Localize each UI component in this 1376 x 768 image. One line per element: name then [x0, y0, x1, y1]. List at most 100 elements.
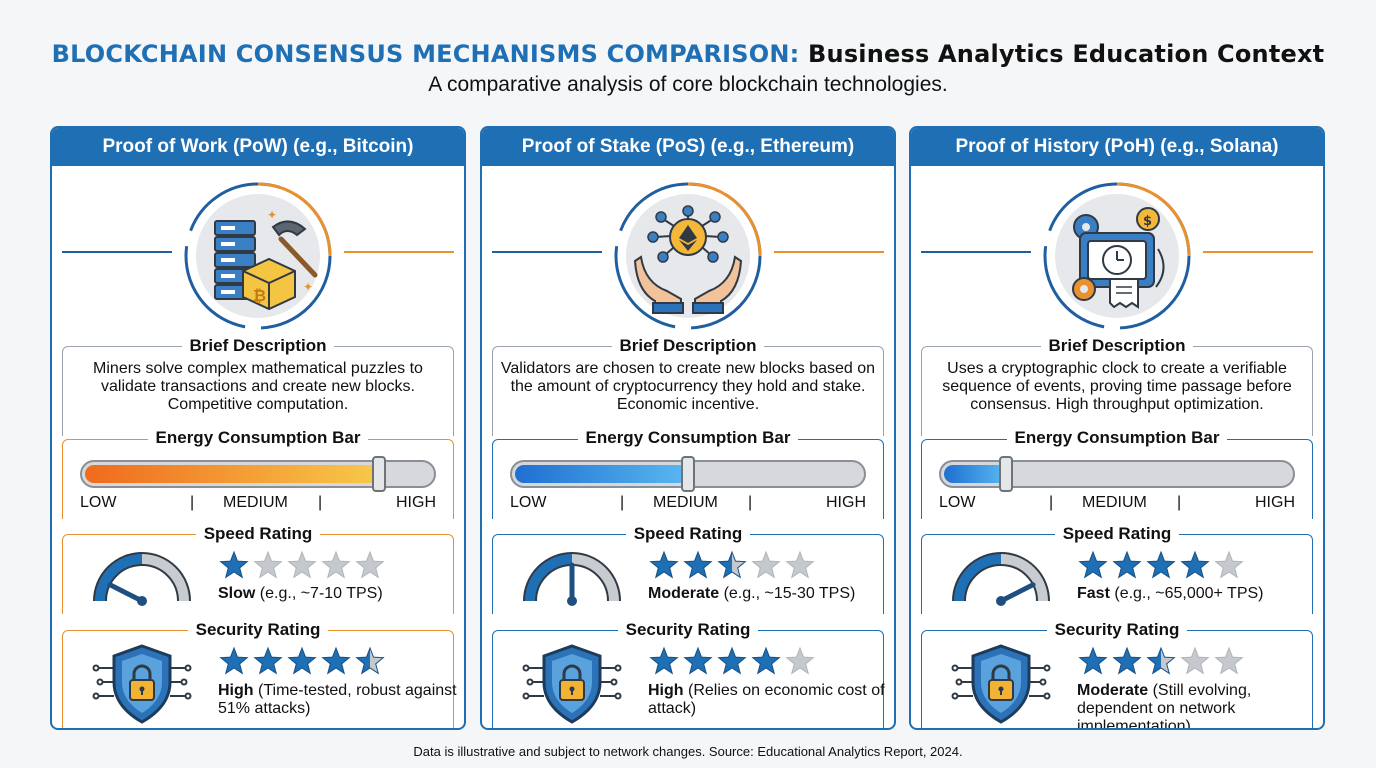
security-detail: (Still evolving, dependent on network im…: [1077, 682, 1252, 730]
speed-label: Speed Rating: [52, 524, 464, 544]
gauge-arc: [524, 553, 573, 602]
star-icon: [253, 646, 283, 675]
star-icon: [1078, 550, 1108, 579]
scale-low: LOW: [80, 494, 117, 511]
energy-consumption-bar: [80, 456, 436, 492]
scale-divider: |: [620, 494, 625, 511]
decorative-line-left: [62, 251, 172, 253]
energy-scale: LOW | MEDIUM | HIGH: [939, 494, 1295, 514]
star-icon: [287, 550, 317, 579]
scale-divider: |: [1177, 494, 1182, 511]
scale-medium: MEDIUM: [223, 494, 288, 511]
security-text: High (Relies on economic cost of attack): [648, 682, 888, 718]
card-title: Proof of History (PoH) (e.g., Solana): [911, 128, 1323, 166]
speed-label-text: Speed Rating: [625, 524, 751, 543]
mechanism-card-1: Proof of Work (PoW) (e.g., Bitcoin) ₿ ✦ …: [50, 126, 466, 730]
security-label-value: High: [218, 682, 254, 699]
security-label-text: Security Rating: [187, 620, 329, 639]
gauge-arc: [1000, 553, 1049, 602]
security-label: Security Rating: [52, 620, 464, 640]
energy-level-marker: [372, 456, 387, 492]
energy-label: Energy Consumption Bar: [52, 428, 464, 448]
mechanism-description: Validators are chosen to create new bloc…: [500, 360, 876, 413]
speed-detail: (e.g., ~65,000+ TPS): [1114, 585, 1264, 602]
gauge-needle: [998, 582, 1036, 604]
security-label-value: Moderate: [1077, 682, 1149, 699]
star-icon: [785, 550, 815, 579]
speed-label-text: Speed Rating: [195, 524, 321, 543]
security-detail: (Time-tested, robust against 51% attacks…: [218, 682, 457, 717]
mechanism-card-3: Proof of History (PoH) (e.g., Solana) $ …: [909, 126, 1325, 730]
staking-hands-ethereum-icon: [611, 179, 765, 333]
speed-detail: (e.g., ~7-10 TPS): [259, 585, 383, 602]
energy-fill: [515, 465, 688, 483]
star-icon: [717, 646, 747, 675]
decorative-line-right: [344, 251, 454, 253]
gauge-arc: [141, 553, 190, 602]
gauge-arc: [94, 553, 143, 602]
energy-label-text: Energy Consumption Bar: [577, 428, 799, 447]
security-label-text: Security Rating: [1046, 620, 1188, 639]
brief-description-label: Brief Description: [911, 336, 1323, 356]
svg-text:₿: ₿: [253, 286, 266, 305]
energy-label-text: Energy Consumption Bar: [147, 428, 369, 447]
energy-fill: [944, 465, 1007, 483]
title-highlight: BLOCKCHAIN CONSENSUS MECHANISMS COMPARIS…: [51, 40, 800, 68]
security-label: Security Rating: [911, 620, 1323, 640]
speed-label-value: Slow: [218, 585, 256, 602]
scale-low: LOW: [939, 494, 976, 511]
star-icon: [355, 550, 385, 579]
star-icon: [649, 550, 679, 579]
energy-label-text: Energy Consumption Bar: [1006, 428, 1228, 447]
security-text: Moderate (Still evolving, dependent on n…: [1077, 682, 1317, 730]
footer-note: Data is illustrative and subject to netw…: [413, 744, 963, 759]
decorative-line-right: [774, 251, 884, 253]
svg-text:✦: ✦: [267, 208, 277, 222]
star-icon: [1214, 646, 1244, 675]
star-icon: [717, 550, 747, 579]
scale-divider: |: [318, 494, 323, 511]
star-icon: [355, 646, 385, 675]
speed-label: Speed Rating: [482, 524, 894, 544]
security-stars: [1077, 646, 1247, 676]
security-label-text: Security Rating: [617, 620, 759, 639]
speed-detail: (e.g., ~15-30 TPS): [723, 585, 856, 602]
scale-high: HIGH: [826, 494, 866, 511]
security-shield-icon: [92, 638, 192, 728]
svg-text:✦: ✦: [303, 280, 313, 294]
star-icon: [1112, 646, 1142, 675]
brief-description-label: Brief Description: [482, 336, 894, 356]
energy-level-marker: [999, 456, 1014, 492]
star-icon: [1180, 550, 1210, 579]
security-text: High (Time-tested, robust against 51% at…: [218, 682, 458, 718]
security-shield-icon: [522, 638, 622, 728]
gauge-needle: [107, 582, 145, 604]
star-icon: [751, 550, 781, 579]
scale-divider: |: [190, 494, 195, 511]
gauge-arc: [953, 553, 1002, 602]
speed-text: Fast (e.g., ~65,000+ TPS): [1077, 585, 1317, 603]
scale-medium: MEDIUM: [653, 494, 718, 511]
star-icon: [649, 646, 679, 675]
energy-consumption-bar: [510, 456, 866, 492]
mechanism-description: Uses a cryptographic clock to create a v…: [942, 360, 1292, 413]
speedometer-icon: [92, 549, 192, 609]
star-icon: [287, 646, 317, 675]
energy-scale: LOW | MEDIUM | HIGH: [510, 494, 866, 514]
energy-label: Energy Consumption Bar: [482, 428, 894, 448]
star-icon: [1146, 550, 1176, 579]
star-icon: [1078, 646, 1108, 675]
star-icon: [751, 646, 781, 675]
star-icon: [1112, 550, 1142, 579]
star-icon: [683, 646, 713, 675]
decorative-line-left: [492, 251, 602, 253]
cryptographic-clock-icon: $: [1040, 179, 1194, 333]
page-title: BLOCKCHAIN CONSENSUS MECHANISMS COMPARIS…: [0, 40, 1376, 68]
brief-description-text: Brief Description: [181, 336, 335, 355]
energy-label: Energy Consumption Bar: [911, 428, 1323, 448]
scale-high: HIGH: [1255, 494, 1295, 511]
mechanism-description: Miners solve complex mathematical puzzle…: [93, 360, 423, 413]
speed-stars: [218, 550, 388, 580]
scale-divider: |: [1049, 494, 1054, 511]
security-label: Security Rating: [482, 620, 894, 640]
